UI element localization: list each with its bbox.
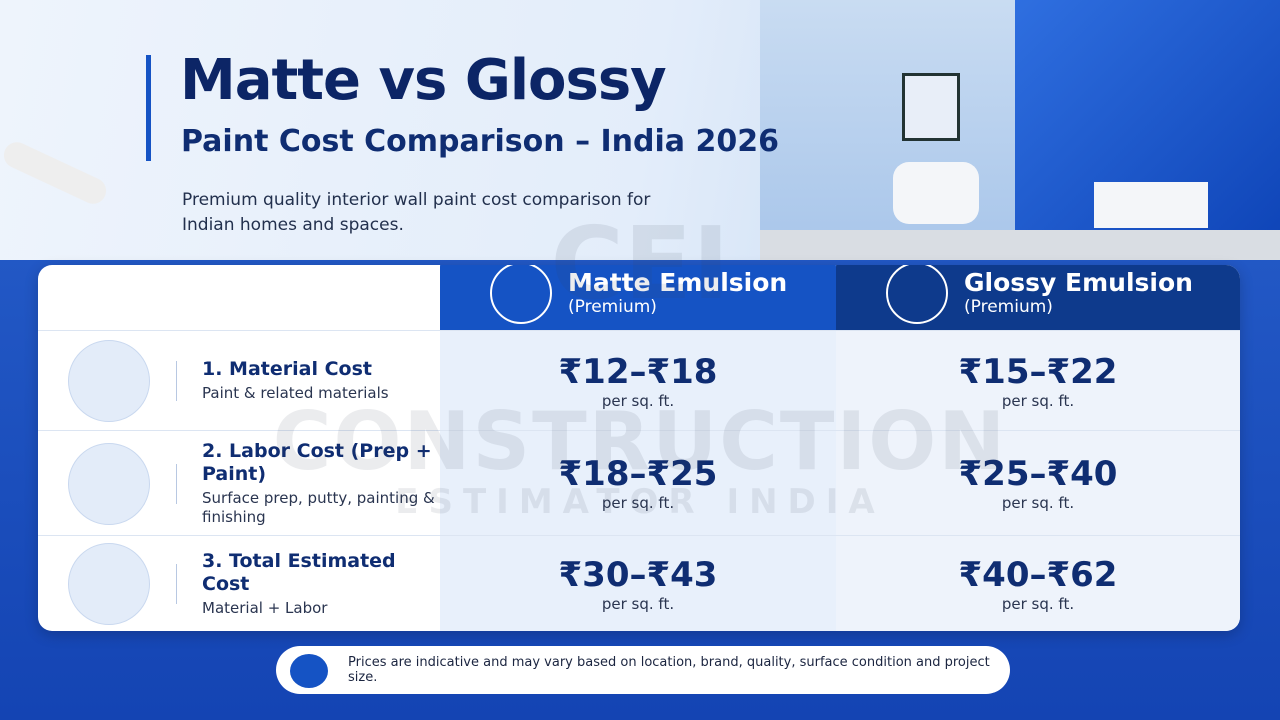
watermark-tagline: ESTIMATOR INDIA xyxy=(395,482,885,522)
row-label: 3. Total Estimated Cost Material + Labor xyxy=(202,536,437,631)
divider xyxy=(176,463,177,504)
floor xyxy=(760,230,1280,260)
price-cell: ₹30–₹43 per sq. ft. xyxy=(440,536,836,631)
description: Premium quality interior wall paint cost… xyxy=(182,190,651,235)
price-cell: ₹15–₹22 per sq. ft. xyxy=(836,331,1240,430)
price-cell: ₹40–₹62 per sq. ft. xyxy=(836,536,1240,631)
price: ₹12–₹18 xyxy=(558,351,718,392)
table-row: 1. Material Cost Paint & related material… xyxy=(38,330,1240,430)
title: Matte vs Glossy xyxy=(180,48,667,113)
accent-bar xyxy=(146,55,151,161)
subtitle: Paint Cost Comparison – India 2026 xyxy=(181,124,779,159)
price-unit: per sq. ft. xyxy=(1001,391,1075,410)
cabinet xyxy=(1094,182,1208,228)
price-unit: per sq. ft. xyxy=(1001,594,1075,613)
price: ₹15–₹22 xyxy=(958,351,1118,392)
row-subtitle: Paint & related materials xyxy=(202,384,389,402)
clipboard-icon xyxy=(290,654,328,688)
price: ₹30–₹43 xyxy=(558,554,718,595)
roller-icon xyxy=(490,265,552,324)
price-unit: per sq. ft. xyxy=(601,391,675,410)
armchair xyxy=(893,162,979,224)
watermark-logo: CEI xyxy=(550,205,730,322)
column-header: Matte Emulsion (Premium) xyxy=(440,265,836,330)
row-title: 2. Labor Cost (Prep + Paint) xyxy=(202,439,432,485)
column-note: (Premium) xyxy=(568,296,657,317)
watermark-name: CONSTRUCTION xyxy=(272,395,1008,488)
price-unit: per sq. ft. xyxy=(1001,494,1075,512)
row-title: 1. Material Cost xyxy=(202,358,372,380)
column-name: Glossy Emulsion xyxy=(964,267,1193,297)
price-unit: per sq. ft. xyxy=(601,494,675,512)
table-row: 2. Labor Cost (Prep + Paint) Surface prep… xyxy=(38,430,1240,535)
column-name: Matte Emulsion xyxy=(568,267,788,297)
price: ₹40–₹62 xyxy=(958,554,1118,595)
row-icon xyxy=(68,340,150,422)
frame xyxy=(902,73,960,141)
price-unit: per sq. ft. xyxy=(601,594,675,613)
column-header: Glossy Emulsion (Premium) xyxy=(836,265,1240,330)
price: ₹18–₹25 xyxy=(558,454,718,494)
row-title: 3. Total Estimated Cost xyxy=(202,549,396,595)
table-row: 3. Total Estimated Cost Material + Labor ₹… xyxy=(38,535,1240,631)
table: Matte Emulsion (Premium) Glossy Emulsion(… xyxy=(38,265,1240,631)
sparkle-icon xyxy=(886,265,948,324)
row-subtitle: Material + Labor xyxy=(202,598,328,617)
divider xyxy=(176,361,177,401)
row-icon xyxy=(68,543,150,625)
divider xyxy=(176,564,177,604)
price-cell: ₹18–₹25 per sq. ft. xyxy=(440,431,836,535)
column-note: (Premium) xyxy=(964,296,1053,317)
row-label: 1. Material Cost Paint & related material… xyxy=(202,331,437,430)
row-subtitle: Surface prep, putty, painting & finishin… xyxy=(202,488,435,526)
price-cell: ₹12–₹18 per sq. ft. xyxy=(440,331,836,430)
light-panel xyxy=(0,0,810,260)
price-cell: ₹25–₹40 per sq. ft. xyxy=(836,431,1240,535)
price: ₹25–₹40 xyxy=(958,454,1118,494)
row-icon xyxy=(68,442,150,525)
footer-note: Prices are indicative and may vary based… xyxy=(276,646,1010,694)
row-label: 2. Labor Cost (Prep + Paint) Surface prep… xyxy=(202,431,437,535)
